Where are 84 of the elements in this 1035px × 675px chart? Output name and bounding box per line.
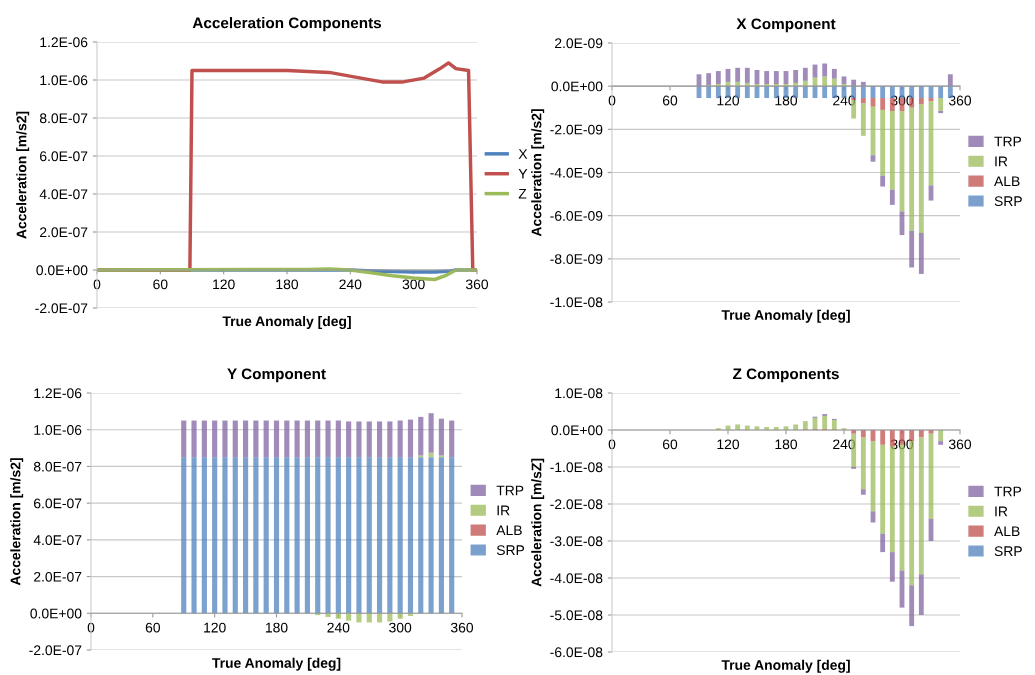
- legend-label: Z: [518, 188, 527, 199]
- x-axis-title: True Anomaly [deg]: [721, 309, 850, 323]
- y-tick-label: 2.0E-07: [40, 227, 88, 238]
- x-tick-label: 240: [339, 279, 362, 290]
- y-tick-label: -2.0E-07: [29, 645, 82, 656]
- x-tick-label: 360: [465, 279, 489, 290]
- x-tick-label: 360: [450, 622, 474, 633]
- chart-title: Acceleration Components: [192, 17, 382, 32]
- y-tick-label: 1.0E-06: [40, 75, 88, 86]
- y-tick-label: -1.0E-08: [550, 297, 603, 308]
- y-tick-label: -8.0E-09: [550, 254, 603, 264]
- legend-label: IR: [995, 156, 1008, 167]
- y-tick-label: -2.0E-07: [35, 303, 88, 314]
- y-axis-title: Acceleration [m/sZ]: [531, 458, 545, 587]
- x-axis-title: True Anomaly [deg]: [721, 659, 850, 673]
- x-tick-label: 300: [389, 622, 412, 633]
- y-tick-label: 2.0E-09: [555, 38, 603, 49]
- legend-label: TRP: [496, 485, 524, 496]
- legend-label: ALB: [496, 525, 522, 536]
- x-tick-label: 120: [213, 279, 235, 290]
- y-tick-label: 1.0E-06: [34, 425, 82, 435]
- x-tick-label: 240: [327, 622, 350, 633]
- x-axis-title: True Anomaly [deg]: [212, 657, 341, 671]
- legend-label: SRP: [994, 546, 1022, 557]
- legend-label: SRP: [994, 196, 1022, 207]
- chart-title: Z Components: [732, 368, 839, 383]
- y-tick-label: -5.0E-08: [550, 610, 603, 621]
- y-tick-label: 0.0E+00: [36, 265, 88, 276]
- x-tick-label: 0: [87, 622, 95, 633]
- x-tick-label: 360: [948, 95, 972, 106]
- legend-label: IR: [497, 505, 510, 516]
- x-tick-label: 0: [608, 439, 616, 450]
- y-tick-label: -4.0E-08: [550, 573, 603, 584]
- chart-title: Y Component: [227, 368, 326, 383]
- x-tick-label: 60: [145, 622, 161, 633]
- x-axis-title: True Anomaly [deg]: [222, 315, 351, 329]
- y-tick-label: 1.2E-06: [34, 388, 82, 399]
- x-tick-label: 0: [608, 95, 616, 106]
- x-tick-label: 180: [775, 95, 798, 106]
- x-tick-label: 120: [204, 622, 226, 633]
- x-tick-label: 180: [265, 622, 288, 633]
- y-tick-label: -6.0E-09: [550, 211, 603, 221]
- x-tick-label: 60: [662, 439, 678, 450]
- y-tick-label: 1.2E-06: [40, 37, 88, 48]
- x-tick-label: 180: [276, 279, 299, 290]
- legend-label: IR: [995, 506, 1008, 517]
- y-tick-label: 6.0E-07: [40, 151, 88, 162]
- y-tick-label: -1.0E-08: [550, 462, 603, 473]
- y-tick-label: 2.0E-07: [34, 571, 82, 582]
- y-tick-label: 6.0E-07: [34, 498, 82, 509]
- x-tick-label: 300: [402, 279, 425, 290]
- y-tick-label: -2.0E-08: [550, 499, 603, 510]
- y-axis-title: Acceleration [m/s2]: [10, 458, 24, 586]
- y-tick-label: 0.0E+00: [30, 608, 82, 619]
- legend-label: SRP: [496, 545, 525, 556]
- y-axis-title: Acceleration [m/s2]: [531, 109, 545, 237]
- x-tick-label: 240: [833, 95, 856, 106]
- y-tick-label: 8.0E-07: [39, 113, 88, 124]
- legend-label: ALB: [994, 526, 1020, 537]
- x-tick-label: 60: [662, 95, 678, 106]
- x-tick-label: 120: [717, 439, 740, 450]
- legend-label: X: [518, 149, 528, 159]
- x-tick-label: 240: [833, 439, 856, 450]
- x-tick-label: 60: [153, 279, 168, 290]
- legend-label: ALB: [994, 176, 1020, 187]
- y-tick-label: -3.0E-08: [550, 536, 603, 547]
- y-tick-label: 8.0E-07: [33, 461, 82, 472]
- y-axis-title: Acceleration [m/s2]: [16, 111, 30, 239]
- y-tick-label: 0.0E+00: [551, 81, 603, 92]
- x-tick-label: 360: [948, 439, 972, 450]
- x-tick-label: 0: [93, 279, 101, 290]
- y-tick-label: -4.0E-09: [550, 167, 603, 178]
- y-tick-label: 4.0E-07: [33, 535, 82, 546]
- y-tick-label: 4.0E-07: [39, 189, 88, 200]
- x-tick-label: 180: [775, 439, 798, 450]
- legend-label: TRP: [994, 136, 1022, 147]
- y-tick-label: 0.0E+00: [551, 425, 603, 436]
- x-tick-label: 120: [717, 95, 740, 106]
- y-tick-label: 1.0E-08: [555, 388, 603, 399]
- legend-label: Y: [518, 169, 528, 179]
- legend-label: TRP: [994, 486, 1022, 497]
- y-tick-label: -6.0E-08: [550, 647, 603, 658]
- y-tick-label: -2.0E-09: [550, 124, 603, 135]
- chart-title: X Component: [736, 18, 836, 33]
